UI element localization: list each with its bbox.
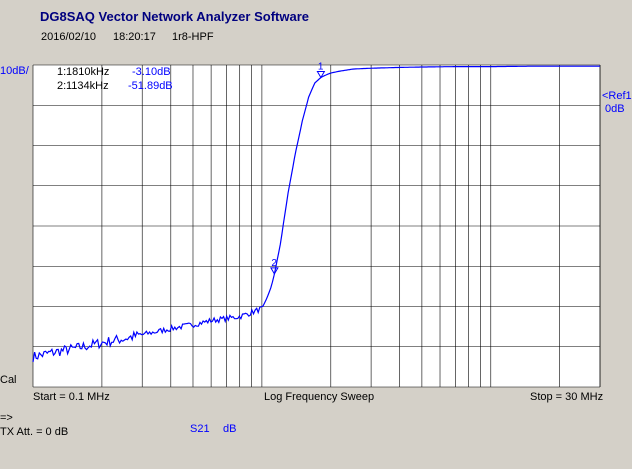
marker-2-value: -51.89dB [128, 80, 173, 92]
output-arrow: => [0, 412, 13, 424]
tx-attenuation: TX Att. = 0 dB [0, 426, 69, 438]
reference-label[interactable]: <Ref1 [602, 90, 632, 102]
cal-label: Cal [0, 374, 17, 386]
stop-frequency[interactable]: Stop = 30 MHz [530, 391, 604, 403]
marker-symbols: 12 [270, 61, 326, 275]
marker-1-frequency: 1810kHz [66, 66, 110, 78]
start-frequency[interactable]: Start = 0.1 MHz [33, 391, 110, 403]
marker-2-frequency: 1134kHz [66, 80, 109, 92]
marker-1-id: 1: [57, 66, 67, 78]
grid-lines [32, 64, 601, 388]
reference-value: 0dB [605, 103, 625, 115]
measurement-time: 18:20:17 [113, 31, 156, 43]
marker-2-id: 2: [57, 80, 67, 92]
s21-trace [32, 65, 600, 363]
trace-unit: dB [223, 423, 237, 435]
measurement-date: 2016/02/10 [41, 31, 97, 43]
sweep-mode: Log Frequency Sweep [264, 391, 375, 403]
marker-1-number: 1 [318, 61, 324, 72]
scale-label[interactable]: 10dB/ [0, 65, 29, 77]
trace-name[interactable]: S21 [190, 423, 210, 435]
marker-1-symbol [316, 70, 326, 79]
app-title: DG8SAQ Vector Network Analyzer Software [40, 9, 309, 24]
measurement-name: 1r8-HPF [172, 31, 214, 43]
marker-2-symbol [270, 267, 279, 275]
marker-1-value: -3.10dB [132, 66, 171, 78]
marker-2-number: 2 [271, 258, 277, 269]
